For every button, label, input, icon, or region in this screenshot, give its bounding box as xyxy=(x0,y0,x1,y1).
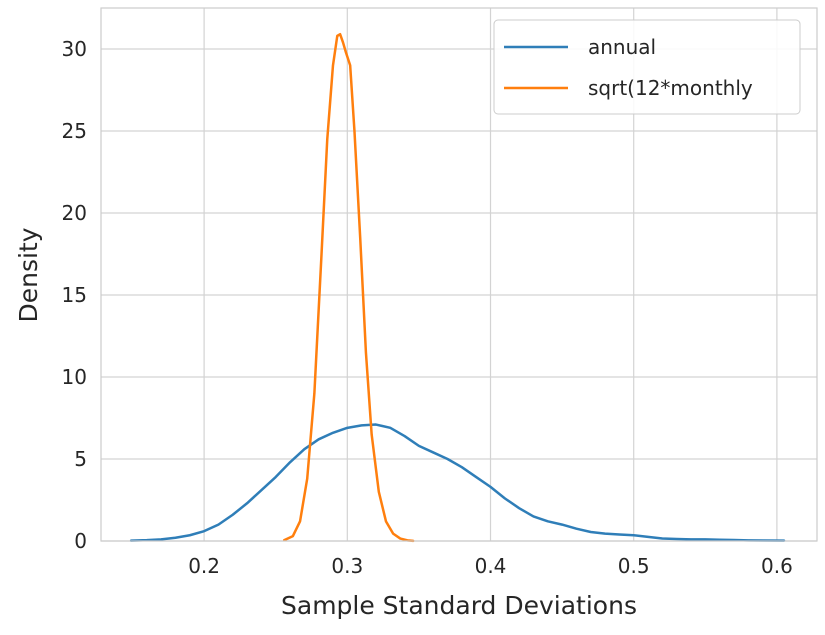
x-tick-label: 0.4 xyxy=(475,554,507,578)
y-tick-label: 15 xyxy=(62,283,87,307)
y-tick-label: 0 xyxy=(74,529,87,553)
y-tick-label: 5 xyxy=(74,447,87,471)
grid-lines xyxy=(101,8,817,542)
y-axis-label: Density xyxy=(14,227,43,322)
y-tick-label: 30 xyxy=(62,37,87,61)
x-axis-label: Sample Standard Deviations xyxy=(281,591,637,620)
legend-label-monthly: sqrt(12*monthly xyxy=(588,76,753,100)
x-tick-label: 0.3 xyxy=(331,554,363,578)
legend-label-annual: annual xyxy=(588,35,656,59)
series-line-annual xyxy=(129,423,786,542)
y-tick-label: 20 xyxy=(62,201,87,225)
plot-frame xyxy=(100,7,818,542)
legend: annual sqrt(12*monthly xyxy=(493,19,801,115)
series-lines xyxy=(129,32,786,543)
y-tick-label: 10 xyxy=(62,365,87,389)
x-tick-label: 0.6 xyxy=(761,554,793,578)
legend-box xyxy=(493,19,801,115)
x-tick-label: 0.2 xyxy=(188,554,220,578)
series-line-monthly xyxy=(283,32,415,543)
y-tick-labels: 0 5 10 15 20 25 30 xyxy=(62,37,87,553)
x-tick-label: 0.5 xyxy=(618,554,650,578)
y-tick-label: 25 xyxy=(62,119,87,143)
x-tick-labels: 0.2 0.3 0.4 0.5 0.6 xyxy=(188,554,793,578)
